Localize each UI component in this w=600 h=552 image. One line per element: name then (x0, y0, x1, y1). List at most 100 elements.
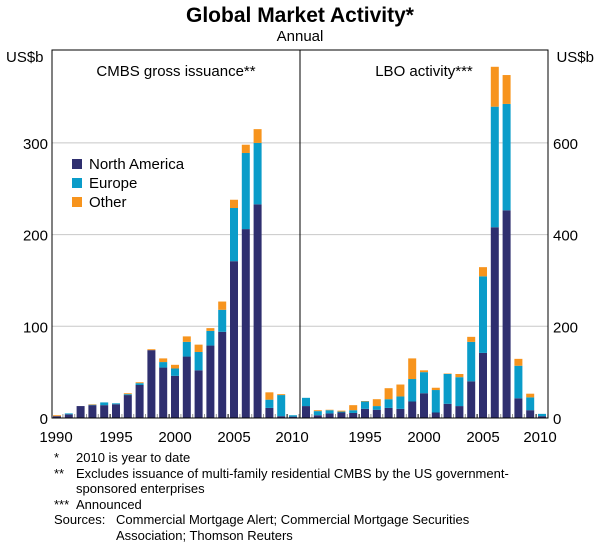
bar-north-america-2000 (171, 375, 179, 418)
bar-europe-1995 (361, 401, 369, 409)
bar-europe-2007 (502, 103, 511, 211)
legend-label: Other (89, 194, 127, 211)
bar-other-1998 (396, 384, 405, 397)
bar-north-america-2006 (490, 227, 499, 418)
bar-north-america-1999 (408, 401, 417, 418)
bar-europe-2006 (241, 152, 250, 230)
footnote: *** Announced (54, 496, 142, 512)
bar-north-america-1995 (112, 404, 120, 418)
bar-north-america-1994 (100, 405, 109, 418)
bar-europe-2001 (182, 341, 191, 357)
legend-label: North America (89, 156, 185, 173)
bar-north-america-2003 (206, 345, 215, 418)
x-tick-label: 2000 (158, 429, 191, 446)
bar-other-2006 (490, 66, 499, 107)
bar-other-2005 (479, 267, 487, 277)
bar-other-2001 (182, 336, 191, 342)
bar-europe-1997 (135, 383, 144, 385)
bar-europe-1992 (325, 410, 334, 414)
bar-north-america-1996 (123, 395, 132, 418)
bar-north-america-1999 (159, 367, 168, 418)
bar-europe-2000 (171, 368, 179, 376)
bar-other-2004 (467, 336, 476, 342)
bar-europe-2004 (218, 309, 227, 332)
bar-europe-1994 (349, 410, 358, 413)
bar-other-2002 (194, 344, 203, 352)
bar-north-america-1997 (135, 384, 144, 418)
bar-other-2003 (455, 373, 464, 378)
bar-north-america-2004 (218, 331, 227, 418)
legend-swatch-europe (72, 178, 82, 188)
bar-north-america-2002 (194, 370, 203, 418)
bar-north-america-1992 (325, 413, 334, 418)
bar-europe-2009 (277, 395, 286, 417)
bar-north-america-1991 (64, 414, 73, 418)
bar-europe-2001 (431, 390, 440, 413)
x-tick-label: 2005 (217, 429, 250, 446)
bar-europe-1994 (100, 402, 109, 406)
bar-other-2009 (526, 393, 535, 398)
bar-north-america-2001 (431, 412, 440, 418)
x-tick-label: 1995 (99, 429, 132, 446)
sources: Sources: Commercial Mortgage Alert; Comme… (54, 512, 470, 543)
bar-europe-1990 (302, 397, 310, 407)
y-tick-label: 0 (553, 411, 561, 428)
bar-europe-1999 (159, 362, 168, 368)
y-tick-label: 600 (553, 136, 578, 153)
bar-europe-1991 (64, 413, 73, 415)
x-tick-label: 1995 (348, 429, 381, 446)
legend-swatch-north-america (72, 159, 82, 169)
bar-europe-1991 (313, 411, 322, 416)
bar-north-america-2009 (277, 416, 286, 418)
bar-north-america-1993 (88, 405, 97, 418)
bar-europe-1996 (123, 394, 132, 396)
bar-north-america-2009 (526, 410, 535, 418)
bar-other-1990 (53, 415, 61, 417)
bar-other-2003 (206, 328, 215, 331)
bar-europe-2002 (443, 373, 452, 404)
bar-north-america-2007 (253, 204, 262, 418)
bar-europe-2007 (253, 142, 262, 205)
x-tick-label: 2010 (275, 429, 308, 446)
bar-other-2008 (514, 358, 523, 366)
bar-europe-2010 (538, 413, 546, 417)
x-tick-label: 2005 (466, 429, 499, 446)
left-panel-title: CMBS gross issuance** (96, 63, 255, 80)
bar-north-america-1991 (313, 415, 322, 418)
bar-north-america-1990 (53, 416, 61, 418)
bar-europe-1996 (372, 406, 381, 410)
bar-north-america-1998 (396, 408, 405, 418)
bar-north-america-2002 (443, 403, 452, 418)
bar-europe-2008 (265, 399, 274, 408)
legend-label: Europe (89, 175, 137, 192)
bar-north-america-1992 (76, 406, 85, 418)
bar-other-1991 (313, 410, 322, 412)
bar-north-america-1998 (147, 350, 156, 418)
right-panel-title: LBO activity*** (375, 63, 473, 80)
bar-other-2000 (171, 364, 179, 369)
bar-other-2005 (230, 199, 238, 209)
bar-other-1997 (384, 388, 393, 400)
bar-other-1997 (135, 382, 144, 384)
y-tick-label: 300 (23, 136, 48, 153)
bar-other-2000 (420, 370, 428, 373)
bar-europe-1993 (337, 411, 346, 413)
footnote: ** Excludes issuance of multi-family resi… (54, 465, 509, 497)
x-tick-label: 2000 (407, 429, 440, 446)
y-tick-label: 200 (23, 228, 48, 245)
bar-other-2004 (218, 301, 227, 310)
bar-europe-2010 (289, 415, 297, 417)
bar-europe-2005 (230, 208, 238, 262)
bar-europe-2008 (514, 365, 523, 399)
bar-europe-2009 (526, 397, 535, 411)
y-tick-label: 200 (553, 319, 578, 336)
bar-north-america-2007 (502, 210, 511, 418)
bar-north-america-1993 (337, 412, 346, 418)
bar-north-america-1990 (302, 406, 310, 418)
bar-europe-2005 (479, 276, 487, 353)
bar-europe-1998 (396, 396, 405, 409)
bar-north-america-2004 (467, 381, 476, 418)
right-axis-unit: US$b (556, 49, 594, 66)
